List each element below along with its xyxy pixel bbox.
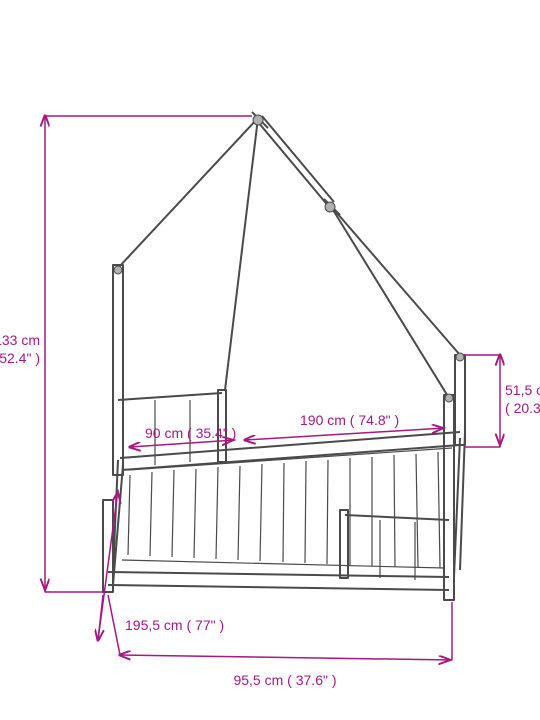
svg-text:90 cm ( 35.4" ): 90 cm ( 35.4" ) — [145, 425, 236, 441]
dim-height-total: 133 cm ( 52.4" ) — [0, 116, 252, 592]
slats — [128, 452, 440, 568]
roof — [114, 112, 464, 402]
svg-text:195,5 cm ( 77" ): 195,5 cm ( 77" ) — [125, 617, 224, 633]
svg-text:133 cm: 133 cm — [0, 332, 40, 348]
dim-label: 90 cm — [145, 425, 183, 441]
dim-outer-width: 95,5 cm ( 37.6" ) — [108, 595, 452, 688]
dim-label-in: 77" — [195, 617, 216, 633]
dim-post-height: 51,5 cm ( 20.3" ) — [465, 355, 540, 447]
dim-label: 190 cm — [300, 412, 346, 428]
diagram-canvas: 133 cm ( 52.4" ) 90 cm ( 35.4" ) 190 cm … — [0, 0, 540, 720]
dim-label: 133 cm — [0, 332, 40, 348]
svg-text:51,5 cm: 51,5 cm — [505, 382, 540, 398]
dim-label-in: 20.3" — [514, 400, 540, 416]
dim-label: 51,5 cm — [505, 382, 540, 398]
dim-inner-width: 90 cm ( 35.4" ) — [130, 425, 236, 447]
dim-label-in: 52.4" — [0, 350, 31, 366]
dim-label-in: 74.8" — [358, 412, 390, 428]
svg-text:( 20.3" ): ( 20.3" ) — [505, 400, 540, 416]
bed-frame — [103, 112, 465, 600]
dim-outer-length: 195,5 cm ( 77" ) — [98, 490, 224, 640]
svg-text:190 cm ( 74.8" ): 190 cm ( 74.8" ) — [300, 412, 399, 428]
dim-label: 95,5 cm — [233, 672, 283, 688]
svg-text:95,5 cm ( 37.6" ): 95,5 cm ( 37.6" ) — [233, 672, 336, 688]
dim-label-in: 35.4" — [196, 425, 228, 441]
dim-label-in: 37.6" — [296, 672, 328, 688]
svg-text:( 52.4" ): ( 52.4" ) — [0, 350, 40, 366]
dim-label: 195,5 cm — [125, 617, 183, 633]
